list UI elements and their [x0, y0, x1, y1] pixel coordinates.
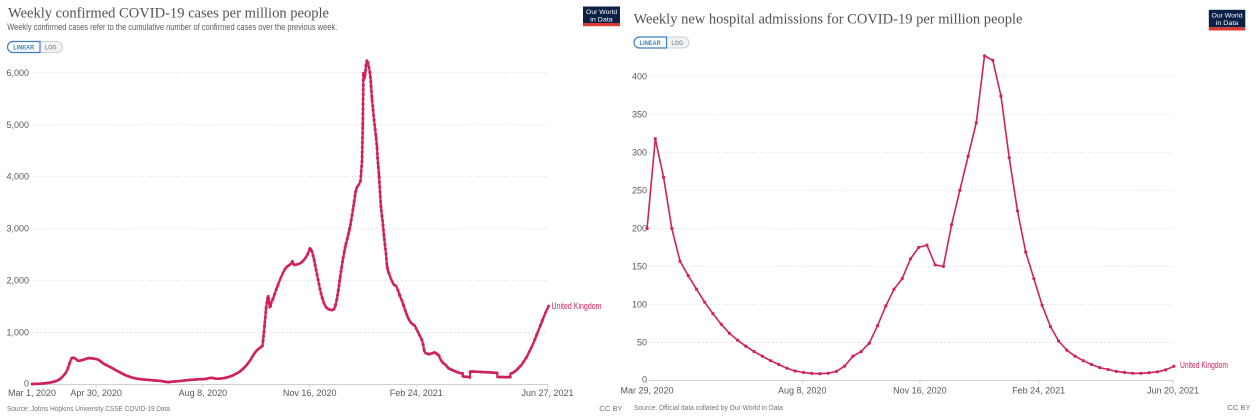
svg-text:Our World: Our World — [1212, 13, 1244, 20]
svg-text:5,000: 5,000 — [6, 120, 29, 130]
svg-text:Feb 24, 2021: Feb 24, 2021 — [1012, 386, 1065, 396]
svg-text:Source: Johns Hopkins Universi: Source: Johns Hopkins University CSSE CO… — [7, 404, 171, 413]
svg-text:150: 150 — [632, 262, 647, 272]
svg-text:Source: Official data collated: Source: Official data collated by Our Wo… — [634, 403, 784, 412]
svg-text:Weekly confirmed cases refer t: Weekly confirmed cases refer to the cumu… — [7, 22, 337, 32]
svg-text:CC BY: CC BY — [599, 404, 622, 413]
svg-text:0: 0 — [642, 374, 647, 384]
svg-text:2,000: 2,000 — [6, 276, 29, 286]
svg-text:Jun 27, 2021: Jun 27, 2021 — [521, 388, 573, 398]
svg-text:in Data: in Data — [1216, 20, 1239, 27]
svg-text:1,000: 1,000 — [6, 328, 29, 338]
svg-text:Our World: Our World — [586, 9, 618, 16]
svg-text:6,000: 6,000 — [6, 68, 29, 78]
svg-text:Feb 24, 2021: Feb 24, 2021 — [390, 388, 443, 398]
svg-text:350: 350 — [632, 109, 647, 119]
svg-text:400: 400 — [632, 71, 647, 81]
svg-text:300: 300 — [632, 148, 647, 158]
svg-text:United Kingdom: United Kingdom — [1180, 360, 1228, 370]
svg-text:LOG: LOG — [45, 45, 57, 52]
svg-text:250: 250 — [632, 186, 647, 196]
svg-text:LINEAR: LINEAR — [13, 45, 34, 52]
svg-text:LOG: LOG — [672, 40, 684, 47]
svg-text:CC BY: CC BY — [1227, 403, 1250, 412]
svg-text:in Data: in Data — [590, 16, 613, 23]
svg-text:Nov 16, 2020: Nov 16, 2020 — [893, 386, 947, 396]
svg-text:100: 100 — [632, 300, 647, 310]
svg-text:Nov 16, 2020: Nov 16, 2020 — [283, 388, 337, 398]
svg-text:Mar 29, 2020: Mar 29, 2020 — [620, 386, 673, 396]
svg-text:Aug 8, 2020: Aug 8, 2020 — [778, 386, 827, 396]
svg-text:4,000: 4,000 — [6, 172, 29, 182]
svg-text:3,000: 3,000 — [6, 224, 29, 234]
svg-text:Weekly new hospital admissions: Weekly new hospital admissions for COVID… — [634, 12, 1023, 28]
svg-text:Apr 30, 2020: Apr 30, 2020 — [70, 388, 122, 398]
svg-text:Mar 1, 2020: Mar 1, 2020 — [8, 388, 56, 398]
svg-text:200: 200 — [632, 224, 647, 234]
svg-text:LINEAR: LINEAR — [640, 40, 661, 47]
svg-text:Jun 20, 2021: Jun 20, 2021 — [1147, 386, 1199, 396]
svg-text:Weekly confirmed COVID-19 case: Weekly confirmed COVID-19 cases per mill… — [8, 6, 329, 22]
svg-text:50: 50 — [637, 338, 647, 348]
svg-text:Aug 8, 2020: Aug 8, 2020 — [179, 388, 228, 398]
svg-text:0: 0 — [24, 378, 29, 388]
svg-text:United Kingdom: United Kingdom — [552, 301, 602, 311]
